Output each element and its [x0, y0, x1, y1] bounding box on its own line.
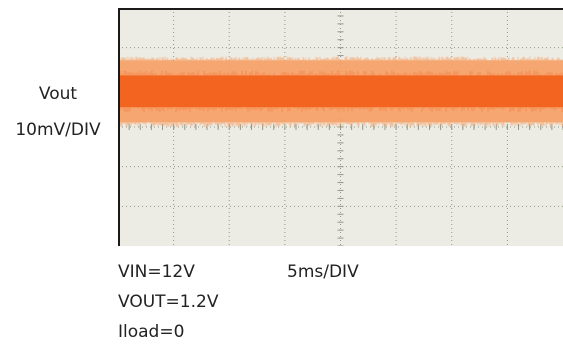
- waveform-trace: [118, 56, 563, 128]
- annotation-vout: VOUT=1.2V: [118, 292, 219, 312]
- oscilloscope-screen: [118, 8, 563, 246]
- annotation-vin: VIN=12V: [118, 262, 195, 282]
- x-axis-label-timebase: 5ms/DIV: [287, 262, 359, 282]
- y-axis-label-signal: Vout: [38, 84, 78, 104]
- trace-core-noise: [118, 70, 563, 113]
- y-axis-label-scale: 10mV/DIV: [15, 120, 101, 140]
- annotation-iload: Iload=0: [118, 322, 185, 342]
